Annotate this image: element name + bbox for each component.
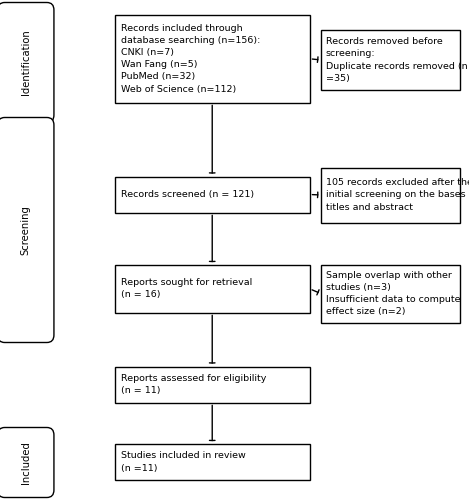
Text: Reports sought for retrieval
(n = 16): Reports sought for retrieval (n = 16) (121, 278, 252, 299)
Text: Reports assessed for eligibility
(n = 11): Reports assessed for eligibility (n = 11… (121, 374, 266, 395)
FancyBboxPatch shape (115, 366, 310, 402)
FancyBboxPatch shape (115, 265, 310, 312)
Text: Records screened (n = 121): Records screened (n = 121) (121, 190, 254, 199)
Text: Studies included in review
(n =11): Studies included in review (n =11) (121, 452, 245, 472)
FancyBboxPatch shape (0, 2, 54, 122)
Text: Records included through
database searching (n=156):
CNKI (n=7)
Wan Fang (n=5)
P: Records included through database search… (121, 24, 260, 94)
FancyBboxPatch shape (321, 30, 460, 90)
FancyBboxPatch shape (115, 176, 310, 212)
Text: Records removed before
screening:
Duplicate records removed (n
=35): Records removed before screening: Duplic… (326, 38, 468, 82)
FancyBboxPatch shape (0, 118, 54, 342)
FancyBboxPatch shape (321, 265, 460, 322)
FancyBboxPatch shape (115, 444, 310, 480)
FancyBboxPatch shape (321, 168, 460, 222)
Text: Identification: Identification (21, 30, 31, 96)
Text: Included: Included (21, 441, 31, 484)
Text: Screening: Screening (21, 205, 31, 255)
FancyBboxPatch shape (0, 428, 54, 498)
FancyBboxPatch shape (115, 15, 310, 102)
Text: 105 records excluded after the
initial screening on the bases of
titles and abst: 105 records excluded after the initial s… (326, 178, 469, 212)
Text: Sample overlap with other
studies (n=3)
Insufficient data to compute
effect size: Sample overlap with other studies (n=3) … (326, 271, 461, 316)
